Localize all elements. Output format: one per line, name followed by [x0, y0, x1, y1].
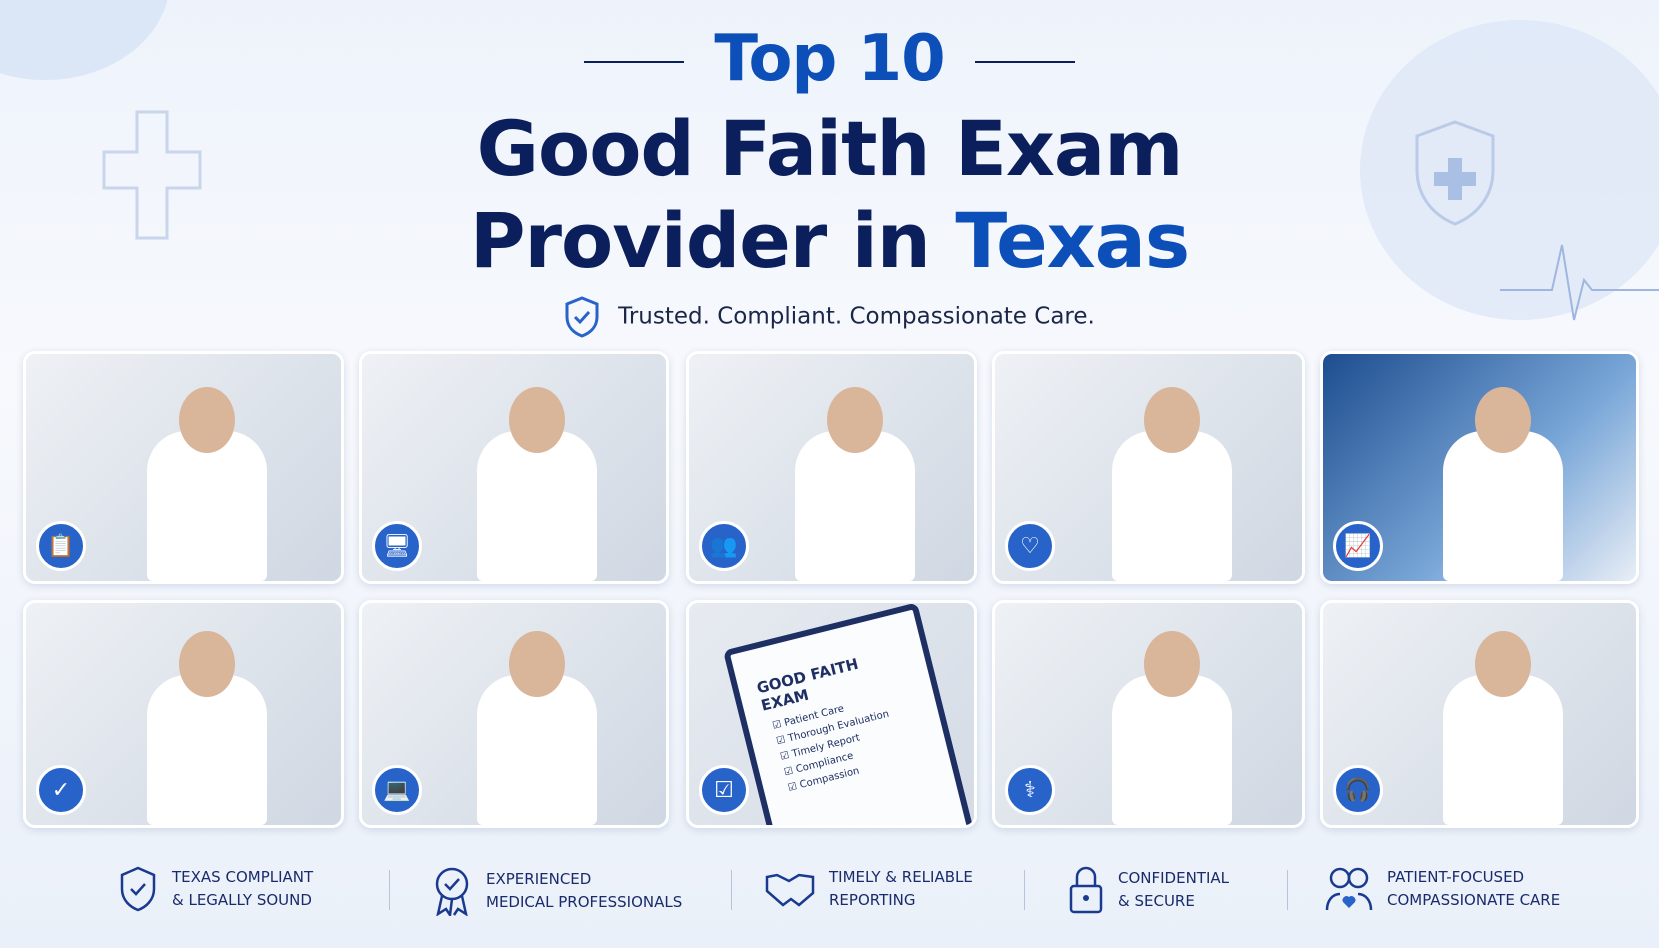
title-line1: Top 10	[0, 22, 1659, 96]
laptop-icon: 💻	[372, 765, 422, 815]
feature-line1: PATIENT-FOCUSED	[1387, 868, 1525, 886]
shield-check-icon	[120, 866, 156, 912]
clipboard-icon: 📋	[36, 521, 86, 571]
photo-card-good-faith-checklist: GOOD FAITH EXAM ☑ Patient Care ☑ Thorough …	[686, 600, 977, 828]
title-rule-left	[584, 61, 685, 64]
photo-card-doctor-xray: ⚕	[992, 600, 1305, 828]
heartbeat-line-icon	[1500, 244, 1659, 321]
person	[146, 675, 267, 825]
person	[1442, 675, 1563, 825]
feature-line2: MEDICAL PROFESSIONALS	[486, 893, 683, 911]
clipboard-title: GOOD FAITH EXAM	[754, 654, 861, 715]
feature-line2: REPORTING	[829, 891, 916, 909]
heart-hands-icon: ♡	[1005, 521, 1055, 571]
tagline: Trusted. Compliant. Compassionate Care.	[0, 296, 1659, 338]
divider	[1287, 870, 1288, 910]
person	[477, 431, 597, 581]
person-head	[509, 631, 565, 697]
person	[1111, 431, 1232, 581]
title-rule-right	[974, 61, 1075, 64]
title-top10: Top 10	[714, 22, 945, 96]
shield-plus-icon	[1415, 120, 1495, 226]
photo	[362, 354, 666, 581]
feature-line1: CONFIDENTIAL	[1118, 869, 1230, 887]
feature-line1: TIMELY & RELIABLE	[829, 868, 973, 886]
person-head	[178, 631, 235, 697]
xray-icon: ⚕	[1005, 765, 1055, 815]
group-icon: 👥	[699, 521, 749, 571]
feature-line2: & SECURE	[1118, 892, 1195, 910]
monitor-icon: 🖥	[372, 521, 422, 571]
person	[1111, 675, 1232, 825]
photo-card-doctor-patient: ♡	[992, 351, 1305, 584]
shield-check-icon: ✓	[36, 765, 86, 815]
feature-confidential: CONFIDENTIAL & SECURE	[1068, 866, 1229, 914]
person	[477, 675, 597, 825]
photo	[1323, 603, 1636, 825]
person-head	[1143, 387, 1200, 453]
feature-experienced: EXPERIENCED MEDICAL PROFESSIONALS	[432, 866, 682, 916]
photo-card-doctor-clipboard: 📋	[23, 351, 344, 584]
checklist-icon: ☑	[699, 765, 749, 815]
person-head	[509, 387, 565, 453]
decor-blob-right	[1360, 20, 1659, 320]
divider	[731, 870, 732, 910]
headset-icon: 🎧	[1333, 765, 1383, 815]
award-ribbon-icon	[435, 867, 469, 916]
divider	[1024, 870, 1025, 910]
divider	[389, 870, 390, 910]
person-head	[178, 387, 235, 453]
person	[1442, 431, 1563, 581]
person-head	[1143, 631, 1200, 697]
person-head	[1474, 387, 1531, 453]
photo	[1323, 354, 1636, 581]
photo-card-doctors-consult: 👥	[686, 351, 977, 584]
title-provider-in: Provider in	[469, 196, 956, 285]
photo	[26, 603, 341, 825]
feature-line2: & LEGALLY SOUND	[172, 891, 312, 909]
clipboard: GOOD FAITH EXAM ☑ Patient Care ☑ Thorough …	[722, 603, 974, 825]
person	[146, 431, 267, 581]
medical-cross-icon	[102, 110, 202, 240]
person	[794, 431, 915, 581]
chart-icon: 📈	[1333, 521, 1383, 571]
feature-timely-reporting: TIMELY & RELIABLE REPORTING	[765, 866, 973, 912]
feature-texas-compliant: TEXAS COMPLIANT & LEGALLY SOUND	[118, 866, 313, 912]
person-head	[1474, 631, 1531, 697]
features-footer: TEXAS COMPLIANT & LEGALLY SOUND EXPERIENC…	[0, 866, 1659, 916]
feature-line1: TEXAS COMPLIANT	[172, 868, 314, 886]
person-head	[826, 387, 883, 453]
feature-line1: EXPERIENCED	[486, 870, 592, 888]
handshake-icon	[765, 873, 815, 907]
title-line3: Provider in Texas	[0, 196, 1659, 285]
patients-icon	[1325, 867, 1373, 911]
title-line2: Good Faith Exam	[476, 104, 1184, 193]
shield-check-icon	[565, 296, 599, 338]
photo-card-doctor-writing: ✓	[23, 600, 344, 828]
tagline-text: Trusted. Compliant. Compassionate Care.	[618, 303, 1095, 330]
photo-card-nurse-laptop: 💻	[359, 600, 669, 828]
title-texas: Texas	[955, 196, 1190, 285]
photo	[995, 603, 1302, 825]
photo-card-doctor-headset: 🎧	[1320, 600, 1639, 828]
lock-icon	[1069, 866, 1103, 914]
photo-card-telehealth-laptop: 🖥	[359, 351, 669, 584]
photo-card-doctor-screen: 📈	[1320, 351, 1639, 584]
feature-line2: COMPASSIONATE CARE	[1387, 891, 1561, 909]
feature-patient-focused: PATIENT-FOCUSED COMPASSIONATE CARE	[1325, 866, 1560, 912]
